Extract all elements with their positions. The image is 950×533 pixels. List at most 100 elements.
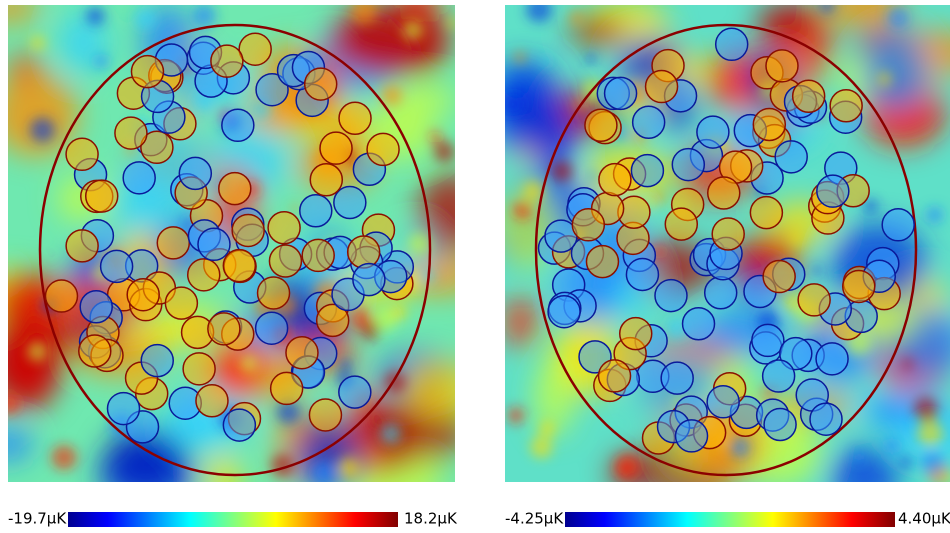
field-blob bbox=[533, 357, 574, 436]
field-spot bbox=[926, 206, 943, 224]
hot-spot-marker bbox=[303, 67, 338, 101]
hot-spot-marker bbox=[114, 116, 148, 150]
hot-spot-marker bbox=[791, 79, 826, 113]
hot-spot-marker bbox=[126, 277, 160, 312]
field-spot bbox=[854, 452, 865, 463]
field-spot bbox=[653, 192, 665, 204]
field-blob bbox=[417, 173, 455, 255]
cold-spot-marker bbox=[706, 385, 740, 419]
survey-boundary bbox=[38, 23, 432, 477]
cold-spot-marker bbox=[779, 336, 813, 371]
cold-spot-marker bbox=[254, 311, 289, 345]
hot-spot-marker bbox=[210, 44, 244, 78]
hot-spot-marker bbox=[571, 208, 606, 242]
field-spot bbox=[917, 420, 944, 447]
field-blob bbox=[8, 425, 34, 463]
cold-spot-marker bbox=[603, 76, 638, 111]
field-spot bbox=[885, 438, 900, 453]
hot-spot-marker bbox=[269, 371, 304, 406]
cold-spot-marker bbox=[714, 27, 749, 62]
hot-spot-marker bbox=[301, 238, 335, 273]
hot-spot-marker bbox=[207, 312, 241, 346]
hot-spot-marker bbox=[765, 49, 799, 83]
field-spot bbox=[902, 358, 913, 370]
cold-spot-marker bbox=[222, 408, 257, 442]
hot-spot-marker bbox=[44, 279, 79, 313]
hot-spot-marker bbox=[308, 398, 343, 432]
field-spot bbox=[391, 304, 407, 320]
hot-spot-marker bbox=[829, 89, 863, 123]
cold-spot-marker bbox=[630, 153, 665, 188]
cold-spot-marker bbox=[696, 115, 730, 149]
field-blob bbox=[113, 315, 205, 347]
cold-spot-marker bbox=[816, 174, 850, 208]
hot-spot-marker bbox=[319, 131, 353, 165]
cold-spot-marker bbox=[681, 306, 716, 341]
field-spot bbox=[513, 201, 532, 220]
hot-spot-marker bbox=[195, 383, 229, 418]
hot-spot-marker bbox=[706, 176, 741, 210]
hot-spot-marker bbox=[65, 137, 99, 172]
field-blob bbox=[863, 34, 929, 111]
field-spot bbox=[729, 436, 751, 459]
cold-spot-marker bbox=[815, 342, 849, 376]
cold-spot-marker bbox=[881, 208, 915, 242]
field-blob bbox=[537, 100, 573, 180]
field-spot bbox=[339, 358, 352, 371]
hot-spot-marker bbox=[156, 226, 191, 260]
field-spot bbox=[920, 451, 945, 475]
cold-spot-marker bbox=[671, 147, 706, 182]
hot-spot-marker bbox=[164, 286, 199, 320]
hot-spot-marker bbox=[338, 101, 372, 135]
field-spot bbox=[429, 131, 442, 143]
hot-spot-marker bbox=[309, 162, 344, 197]
field-spot bbox=[276, 400, 301, 424]
cold-spot-marker bbox=[763, 407, 797, 442]
field-spot bbox=[878, 72, 892, 86]
field-spot bbox=[337, 457, 359, 479]
colorbar-min-label: -4.25μK bbox=[505, 510, 564, 528]
cold-spot-marker bbox=[178, 156, 213, 191]
field-spot bbox=[617, 464, 630, 477]
cold-spot-marker bbox=[660, 361, 694, 395]
cold-spot-marker bbox=[751, 323, 785, 358]
field-blob bbox=[330, 5, 450, 75]
hot-spot-marker bbox=[222, 248, 257, 283]
field-spot bbox=[507, 406, 525, 424]
field-spot bbox=[514, 51, 526, 63]
hot-spot-marker bbox=[285, 335, 319, 370]
field-blob bbox=[505, 296, 538, 348]
field-spot bbox=[86, 6, 105, 26]
field-spot bbox=[530, 436, 553, 459]
field-spot bbox=[522, 180, 544, 202]
hot-spot-marker bbox=[346, 235, 381, 269]
cold-spot-marker bbox=[140, 343, 174, 378]
field-spot bbox=[539, 420, 556, 437]
field-spot bbox=[29, 117, 55, 143]
hot-spot-marker bbox=[84, 179, 119, 213]
field-spot bbox=[588, 171, 598, 181]
cold-spot-marker bbox=[333, 185, 367, 220]
hot-spot-marker bbox=[841, 269, 876, 304]
field-spot bbox=[526, 5, 552, 23]
field-spot bbox=[407, 232, 431, 256]
cold-spot-marker bbox=[809, 402, 843, 436]
field-spot bbox=[505, 94, 523, 115]
colorbar-max-label: 18.2μK bbox=[404, 510, 458, 528]
cold-spot-marker bbox=[774, 140, 808, 174]
field-blob bbox=[8, 73, 79, 156]
cold-spot-marker bbox=[547, 294, 581, 329]
field-spot bbox=[351, 5, 378, 24]
colorbar bbox=[565, 512, 895, 527]
hot-spot-marker bbox=[749, 195, 784, 230]
field-spot bbox=[381, 85, 403, 107]
cold-spot-marker bbox=[79, 289, 113, 324]
field-blob bbox=[400, 357, 455, 417]
field-spot bbox=[30, 35, 45, 50]
cold-spot-marker bbox=[255, 72, 289, 107]
hot-spot-marker bbox=[78, 334, 112, 368]
cold-spot-marker bbox=[99, 249, 134, 284]
hot-spot-marker bbox=[238, 32, 272, 66]
hot-spot-marker bbox=[598, 162, 632, 197]
